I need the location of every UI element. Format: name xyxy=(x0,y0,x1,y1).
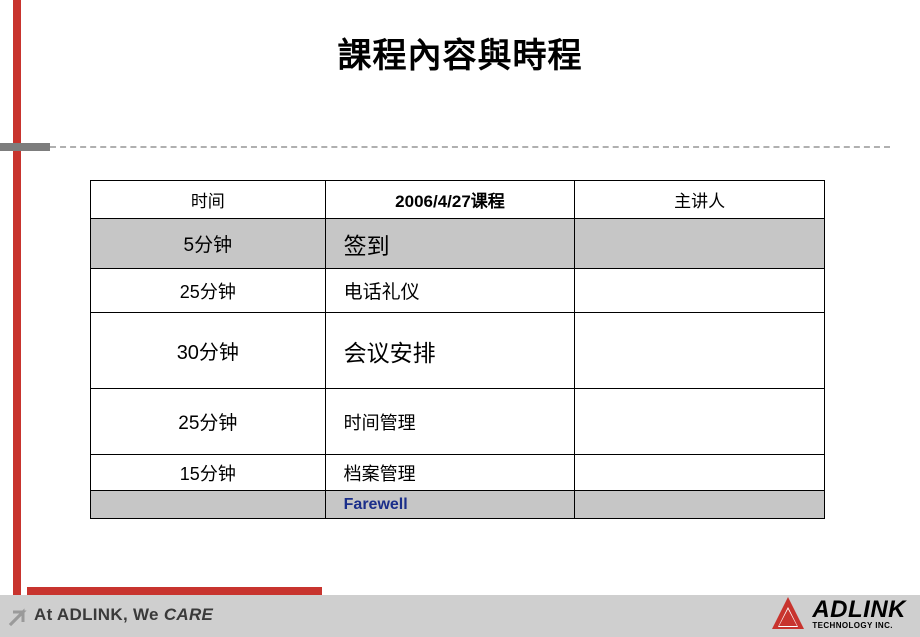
table-row: 15分钟档案管理 xyxy=(91,455,825,491)
cell-speaker xyxy=(575,491,825,519)
table-row-farewell: Farewell xyxy=(91,491,825,519)
divider-stub xyxy=(0,143,50,151)
header-time: 时间 xyxy=(91,181,326,219)
cell-course: 时间管理 xyxy=(325,389,575,455)
table-row: 5分钟签到 xyxy=(91,219,825,269)
header-speaker: 主讲人 xyxy=(575,181,825,219)
cell-speaker xyxy=(575,455,825,491)
table-row: 25分钟电话礼仪 xyxy=(91,269,825,313)
accent-bar-left xyxy=(13,0,21,595)
cell-speaker xyxy=(575,313,825,389)
logo-triangle-icon xyxy=(770,595,806,633)
cell-course: 签到 xyxy=(325,219,575,269)
brand-logo: ADLINK TECHNOLOGY INC. xyxy=(770,595,906,633)
cell-speaker xyxy=(575,219,825,269)
footer-tagline: At ADLINK, We CARE xyxy=(34,605,213,625)
header-course: 2006/4/27课程 xyxy=(325,181,575,219)
arrow-icon xyxy=(6,607,28,629)
table-header-row: 时间 2006/4/27课程 主讲人 xyxy=(91,181,825,219)
logo-sub: TECHNOLOGY INC. xyxy=(812,622,906,630)
cell-time: 25分钟 xyxy=(91,269,326,313)
cell-course: 档案管理 xyxy=(325,455,575,491)
cell-farewell: Farewell xyxy=(325,491,575,519)
table-row: 30分钟会议安排 xyxy=(91,313,825,389)
cell-time: 25分钟 xyxy=(91,389,326,455)
table-row: 25分钟时间管理 xyxy=(91,389,825,455)
schedule-table: 时间 2006/4/27课程 主讲人 5分钟签到25分钟电话礼仪30分钟会议安排… xyxy=(90,180,825,519)
divider-dashed xyxy=(50,146,890,148)
cell-time: 15分钟 xyxy=(91,455,326,491)
cell-course: 会议安排 xyxy=(325,313,575,389)
cell-speaker xyxy=(575,269,825,313)
footer-accent-red xyxy=(27,587,322,595)
cell-speaker xyxy=(575,389,825,455)
slide-title: 課程內容與時程 xyxy=(0,28,920,77)
cell-time: 5分钟 xyxy=(91,219,326,269)
tagline-prefix: At ADLINK, We xyxy=(34,605,164,624)
cell-time: 30分钟 xyxy=(91,313,326,389)
logo-text: ADLINK TECHNOLOGY INC. xyxy=(812,598,906,630)
tagline-emphasis: CARE xyxy=(164,605,213,624)
cell-time xyxy=(91,491,326,519)
cell-course: 电话礼仪 xyxy=(325,269,575,313)
logo-main: ADLINK xyxy=(812,598,906,622)
